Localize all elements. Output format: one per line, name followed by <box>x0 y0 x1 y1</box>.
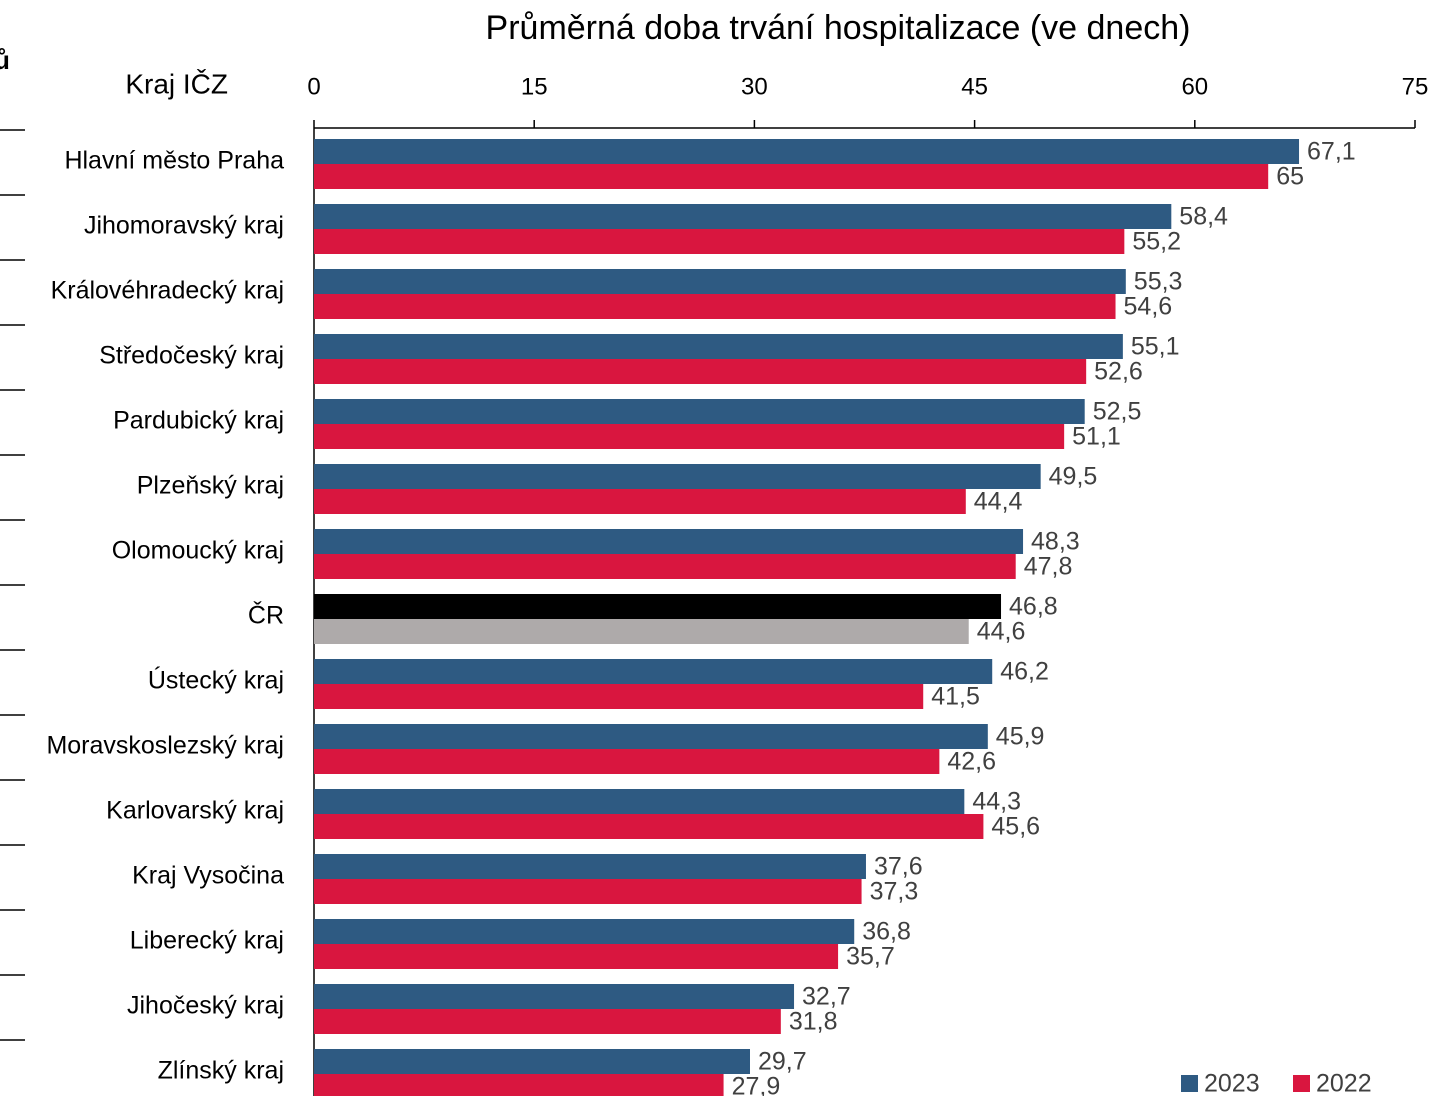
value-label: 37,6 <box>874 853 923 881</box>
value-label: 44,3 <box>972 788 1021 816</box>
x-tick-label: 0 <box>307 73 320 100</box>
bar <box>314 984 795 1009</box>
value-label: 52,5 <box>1093 398 1142 426</box>
category-label: Kraj Vysočina <box>132 862 284 890</box>
bar <box>314 464 1041 489</box>
category-label: Karlovarský kraj <box>106 797 284 825</box>
value-label: 58,4 <box>1179 203 1228 231</box>
bar <box>314 1074 724 1096</box>
bar <box>314 619 969 644</box>
bar <box>314 359 1087 384</box>
category-label: Jihočeský kraj <box>127 992 284 1020</box>
value-label: 55,2 <box>1132 228 1181 256</box>
category-label: Plzeňský kraj <box>137 472 284 500</box>
value-label: 55,3 <box>1134 268 1183 296</box>
bar <box>314 269 1126 294</box>
bar <box>314 659 993 684</box>
value-label: 37,3 <box>870 878 919 906</box>
bar <box>314 204 1172 229</box>
value-label: 54,6 <box>1124 293 1173 321</box>
value-label: 49,5 <box>1049 463 1098 491</box>
category-label: Jihomoravský kraj <box>84 212 284 240</box>
bar <box>314 229 1125 254</box>
value-label: 44,6 <box>977 618 1026 646</box>
value-label: 27,9 <box>732 1073 781 1096</box>
bar <box>314 399 1085 424</box>
value-label: 46,2 <box>1000 658 1049 686</box>
value-label: 45,9 <box>996 723 1045 751</box>
bar <box>314 814 984 839</box>
bar <box>314 424 1065 449</box>
category-label: Zlínský kraj <box>158 1057 284 1085</box>
bar <box>314 854 866 879</box>
bar <box>314 554 1016 579</box>
value-label: 44,4 <box>974 488 1023 516</box>
value-label: 47,8 <box>1024 553 1073 581</box>
value-label: 41,5 <box>931 683 980 711</box>
bar <box>314 334 1123 359</box>
value-label: 51,1 <box>1072 423 1121 451</box>
value-label: 36,8 <box>862 918 911 946</box>
value-label: 35,7 <box>846 943 895 971</box>
chart-title: Průměrná doba trvání hospitalizace (ve d… <box>486 9 1191 47</box>
value-label: 46,8 <box>1009 593 1058 621</box>
value-label: 45,6 <box>991 813 1040 841</box>
bar <box>314 749 940 774</box>
legend-label: 2023 <box>1204 1070 1260 1096</box>
value-label: 29,7 <box>758 1048 807 1076</box>
category-label: Hlavní město Praha <box>64 147 284 175</box>
category-label: ČR <box>248 601 284 630</box>
category-label: Středočeský kraj <box>99 342 284 370</box>
value-label: 67,1 <box>1307 138 1356 166</box>
value-label: 31,8 <box>789 1008 838 1036</box>
value-label: 42,6 <box>947 748 996 776</box>
bar <box>314 1049 750 1074</box>
bar <box>314 879 862 904</box>
category-label: Moravskoslezský kraj <box>46 732 284 760</box>
value-label: 32,7 <box>802 983 851 1011</box>
x-tick-label: 15 <box>521 73 548 100</box>
value-label: 65 <box>1276 163 1304 191</box>
bar <box>314 1009 781 1034</box>
bar <box>314 919 855 944</box>
category-label: Pardubický kraj <box>113 407 284 435</box>
legend-label: 2022 <box>1316 1070 1372 1096</box>
value-label: 55,1 <box>1131 333 1180 361</box>
category-label: Olomoucký kraj <box>112 537 284 565</box>
cropped-label: ů <box>0 45 10 75</box>
category-label: Královéhradecký kraj <box>51 277 284 305</box>
value-label: 48,3 <box>1031 528 1080 556</box>
bar <box>314 594 1002 619</box>
bar <box>314 789 965 814</box>
bar <box>314 944 839 969</box>
x-tick-label: 45 <box>961 73 988 100</box>
value-label: 52,6 <box>1094 358 1143 386</box>
category-label: Ústecký kraj <box>148 666 284 695</box>
legend-swatch <box>1181 1075 1198 1092</box>
bar <box>314 164 1269 189</box>
bar <box>314 684 924 709</box>
bar <box>314 294 1116 319</box>
legend-swatch <box>1293 1075 1310 1092</box>
x-tick-label: 75 <box>1402 73 1429 100</box>
bar <box>314 529 1024 554</box>
x-tick-label: 30 <box>741 73 768 100</box>
category-label: Liberecký kraj <box>130 927 284 955</box>
x-tick-label: 60 <box>1181 73 1208 100</box>
bar <box>314 139 1300 164</box>
bar <box>314 489 966 514</box>
bar <box>314 724 988 749</box>
y-axis-label: Kraj IČZ <box>125 68 228 99</box>
